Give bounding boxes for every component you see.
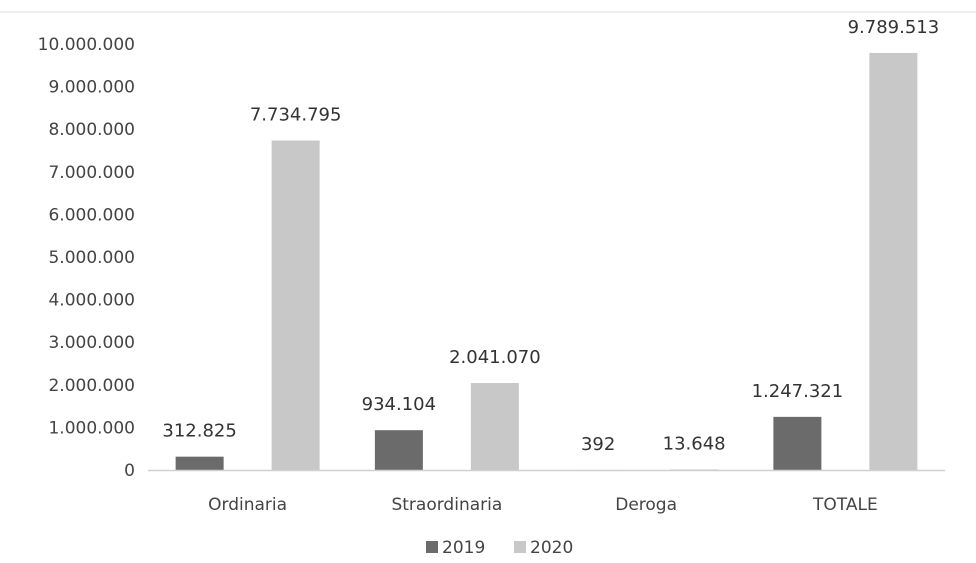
y-tick-label: 2.000.000 <box>48 376 135 396</box>
legend-swatch-2020 <box>514 541 526 553</box>
legend-swatch-2019 <box>426 541 438 553</box>
y-tick-label: 1.000.000 <box>48 418 135 438</box>
x-tick-label: Deroga <box>615 495 677 515</box>
y-tick-label: 7.000.000 <box>48 163 135 183</box>
legend-label-2019: 2019 <box>442 538 485 558</box>
y-tick-label: 4.000.000 <box>48 291 135 311</box>
bar-2019 <box>773 416 822 470</box>
x-axis: Ordinaria Straordinaria Deroga TOTALE <box>148 469 945 515</box>
x-tick-label: Ordinaria <box>208 495 287 515</box>
data-label-2019: 312.825 <box>162 421 236 442</box>
y-tick-label: 9.000.000 <box>48 78 135 98</box>
bar-2020 <box>869 52 918 471</box>
data-label-2019: 392 <box>581 434 615 455</box>
bars-group <box>175 52 918 471</box>
y-tick-label: 3.000.000 <box>48 333 135 353</box>
data-label-2020: 7.734.795 <box>250 104 342 125</box>
x-tick-label: TOTALE <box>812 495 878 515</box>
data-label-2020: 9.789.513 <box>848 17 940 38</box>
y-tick-label: 10.000.000 <box>38 35 135 55</box>
y-tick-label: 8.000.000 <box>48 120 135 140</box>
bar-2020 <box>670 469 719 470</box>
data-label-2020: 13.648 <box>663 433 726 454</box>
data-labels-group: 312.825 934.104 392 1.247.321 7.734.795 2.041… <box>162 17 939 455</box>
y-tick-label: 0 <box>124 461 135 481</box>
data-label-2020: 2.041.070 <box>449 347 541 368</box>
x-tick-label: Straordinaria <box>391 495 502 515</box>
bar-2020 <box>470 383 519 470</box>
data-label-2019: 1.247.321 <box>752 381 844 402</box>
y-axis: 0 1.000.000 2.000.000 3.000.000 4.000.000 5.0… <box>38 35 135 481</box>
legend: 2019 2020 <box>426 538 573 558</box>
legend-label-2020: 2020 <box>530 538 573 558</box>
data-label-2019: 934.104 <box>362 394 436 415</box>
y-tick-label: 5.000.000 <box>48 248 135 268</box>
bar-2019 <box>374 430 423 470</box>
bar-2020 <box>271 140 320 470</box>
y-tick-label: 6.000.000 <box>48 205 135 225</box>
bar-2019 <box>175 456 224 470</box>
